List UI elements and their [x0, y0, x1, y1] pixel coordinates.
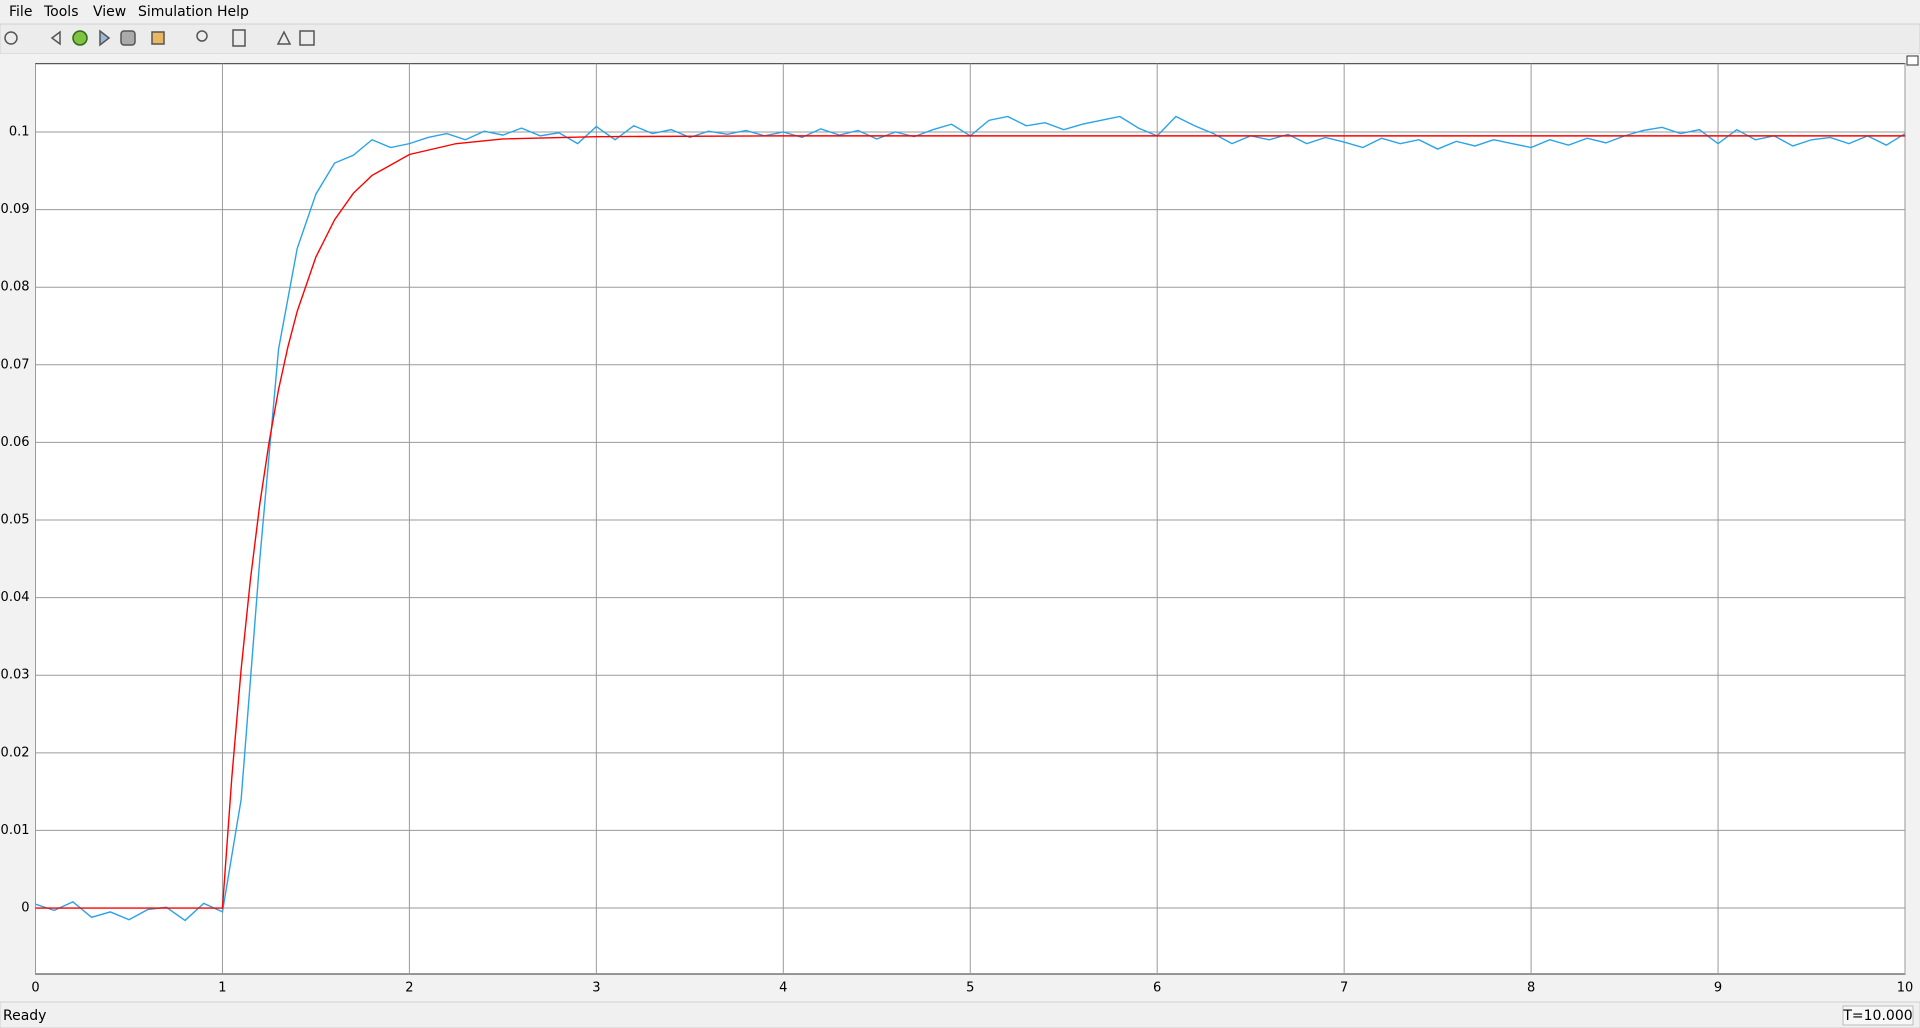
toolbar	[0, 23, 1920, 55]
style-icon[interactable]	[299, 30, 315, 46]
status-bar	[0, 1001, 1920, 1028]
y-tick-label: 0.01	[1, 823, 30, 838]
x-tick-label: 3	[592, 981, 600, 996]
y-tick-label: 0.09	[1, 202, 30, 217]
time-box	[1842, 1005, 1914, 1026]
menu-item[interactable]: Help	[217, 4, 249, 20]
y-tick-label: 0.02	[1, 745, 30, 760]
status-time: T=10.000	[1842, 1008, 1912, 1024]
x-tick-label: 6	[1153, 981, 1161, 996]
highlight-icon[interactable]	[151, 31, 165, 45]
cursor-icon[interactable]	[276, 30, 292, 45]
y-tick-label: 0.05	[1, 513, 30, 528]
zoom-icon[interactable]	[196, 30, 208, 42]
y-tick-label: 0.1	[9, 124, 30, 139]
x-tick-label: 0	[31, 981, 39, 996]
stop-icon[interactable]	[120, 30, 136, 46]
x-tick-label: 9	[1714, 981, 1722, 996]
menu-bar	[0, 0, 1920, 24]
x-tick-label: 5	[966, 981, 974, 996]
toolbar-icons	[4, 29, 315, 47]
step-forward-icon[interactable]	[99, 29, 111, 47]
undock-button[interactable]	[1906, 55, 1919, 66]
y-tick-label: 0	[21, 901, 29, 916]
y-tick-label: 0.06	[1, 435, 30, 450]
menu-item[interactable]: View	[93, 4, 126, 20]
plot	[35, 63, 1906, 975]
y-tick-label: 0.04	[1, 590, 30, 605]
run-icon[interactable]	[72, 30, 88, 46]
series-line	[35, 135, 1905, 909]
x-tick-label: 7	[1340, 981, 1348, 996]
x-tick-label: 1	[218, 981, 226, 996]
x-tick-label: 10	[1897, 981, 1914, 996]
menu-item[interactable]: File	[9, 4, 32, 20]
step-back-icon[interactable]	[50, 30, 61, 46]
y-tick-label: 0.08	[1, 280, 30, 295]
x-tick-label: 8	[1527, 981, 1535, 996]
x-tick-label: 4	[779, 981, 787, 996]
fit-icon[interactable]	[232, 29, 246, 47]
status-text: Ready	[3, 1008, 46, 1024]
y-tick-label: 0.03	[1, 668, 30, 683]
menu-item[interactable]: Tools	[43, 4, 79, 20]
settings-icon[interactable]	[4, 31, 18, 45]
x-tick-label: 2	[405, 981, 413, 996]
y-tick-label: 0.07	[1, 357, 30, 372]
menu-item[interactable]: Simulation	[138, 4, 213, 20]
